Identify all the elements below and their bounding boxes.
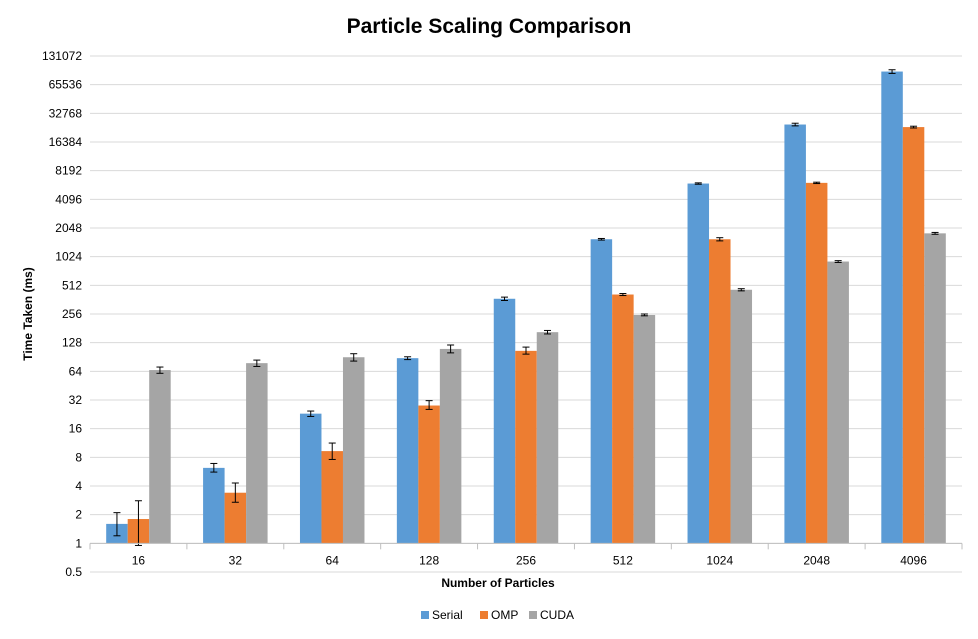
legend-swatch-cuda (529, 611, 537, 619)
bar-cuda-64 (342, 357, 365, 544)
bar-serial-128 (396, 358, 419, 544)
bar-omp-512 (612, 294, 634, 544)
x-tick-label: 4096 (900, 553, 927, 567)
x-tick-label: 2048 (803, 553, 830, 567)
y-tick-label: 2048 (55, 221, 82, 235)
y-tick-label: 8192 (55, 164, 82, 178)
x-tick-label: 1024 (706, 553, 733, 567)
bar-omp-2048 (805, 182, 828, 544)
bar-omp-256 (515, 350, 537, 544)
y-tick-label: 65536 (49, 78, 83, 92)
y-tick-label: 2 (75, 508, 82, 522)
x-tick-label: 128 (419, 553, 439, 567)
bar-omp-32 (224, 492, 247, 544)
bar-omp-4096 (902, 127, 925, 544)
y-tick-label: 16384 (49, 135, 83, 149)
chart-title: Particle Scaling Comparison (347, 15, 632, 38)
x-tick-label: 64 (326, 553, 340, 567)
y-tick-label: 256 (62, 307, 82, 321)
y-tick-label: 32 (69, 393, 83, 407)
y-tick-label: 32768 (49, 106, 83, 120)
y-axis-tick-labels: 0.5 1 2 4 8 16 32 64 128 256 512 1024 2048 4096 8192 16… (42, 49, 82, 579)
y-tick-label: 512 (62, 278, 82, 292)
bar-serial-64 (299, 413, 322, 544)
x-tick-label: 32 (229, 553, 243, 567)
y-tick-label: 0.5 (65, 565, 82, 579)
legend-label-omp: OMP (491, 608, 518, 622)
y-tick-label: 16 (69, 422, 83, 436)
y-tick-label: 4 (75, 479, 82, 493)
legend-swatch-serial (421, 611, 429, 619)
legend-label-serial: Serial (432, 608, 463, 622)
bars (106, 71, 946, 544)
x-tick-label: 256 (516, 553, 536, 567)
bar-cuda-1024 (730, 289, 753, 544)
bar-omp-64 (321, 451, 343, 544)
bar-omp-1024 (709, 239, 731, 544)
bar-cuda-2048 (827, 261, 849, 544)
bar-serial-32 (203, 467, 225, 544)
legend: Serial OMP CUDA (421, 608, 574, 622)
legend-label-cuda: CUDA (540, 608, 574, 622)
y-tick-label: 1 (75, 536, 82, 550)
y-tick-label: 4096 (55, 192, 82, 206)
y-axis-title: Time Taken (ms) (21, 267, 35, 361)
y-tick-label: 128 (62, 336, 82, 350)
x-axis-title: Number of Particles (441, 576, 555, 590)
y-tick-label: 1024 (55, 250, 82, 264)
error-bars (113, 69, 939, 546)
y-tick-label: 8 (75, 450, 82, 464)
x-axis (89, 542, 963, 550)
y-tick-label: 64 (69, 364, 83, 378)
bar-serial-256 (493, 298, 516, 544)
bar-serial-4096 (881, 71, 903, 544)
bar-omp-128 (418, 405, 440, 544)
bar-cuda-4096 (924, 233, 946, 544)
bar-serial-512 (590, 239, 613, 544)
y-tick-label: 131072 (42, 49, 82, 63)
bar-cuda-256 (536, 332, 559, 544)
bar-serial-1024 (687, 183, 710, 544)
bar-cuda-512 (633, 314, 656, 544)
legend-swatch-omp (480, 611, 488, 619)
x-axis-tick-labels: 16 32 64 128 256 512 1024 2048 4096 (132, 553, 927, 567)
bar-cuda-128 (439, 348, 462, 544)
x-tick-label: 512 (613, 553, 633, 567)
x-tick-label: 16 (132, 553, 146, 567)
bar-cuda-16 (149, 370, 171, 544)
bar-serial-2048 (784, 124, 806, 544)
bar-cuda-32 (246, 363, 268, 544)
